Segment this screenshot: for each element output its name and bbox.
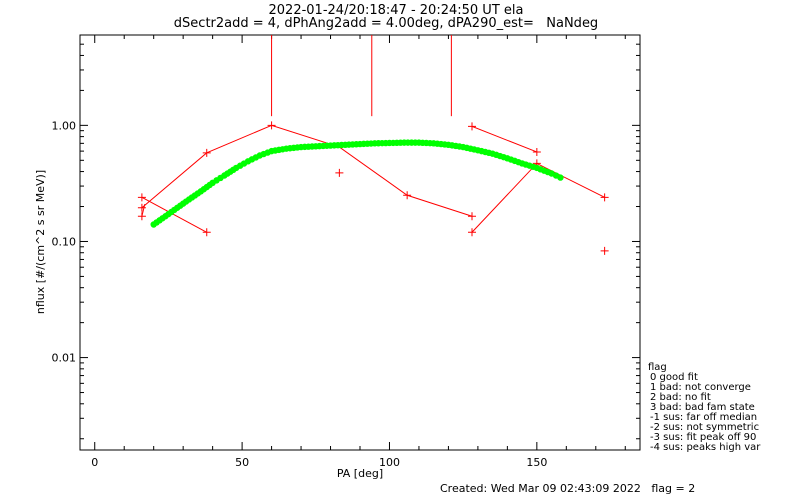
measured-point <box>600 246 609 255</box>
measured-point <box>137 203 146 212</box>
flag-legend-item: -2 sus: not symmetric <box>650 422 759 433</box>
flag-legend-item: -1 sus: far off median <box>650 412 757 423</box>
measured-line <box>471 125 538 153</box>
flag-legend-item: 2 bad: no fit <box>650 392 711 403</box>
fit-series <box>150 139 564 228</box>
measured-line <box>471 162 605 233</box>
created-timestamp: Created: Wed Mar 09 02:43:09 2022 <box>440 482 641 495</box>
measured-point <box>468 212 476 221</box>
y-tick-label: 0.10 <box>52 235 77 248</box>
measured-point <box>202 148 211 157</box>
measured-series <box>137 35 609 255</box>
y-tick-label: 1.00 <box>52 119 77 132</box>
fit-point <box>557 174 564 181</box>
x-axis-title: PA [deg] <box>337 467 383 480</box>
measured-point <box>403 191 412 200</box>
measured-point <box>267 121 276 130</box>
flag-legend-item: 0 good fit <box>650 372 698 383</box>
axis-ticks: 0 50 100 150 0.01 0.10 1.00 <box>52 34 640 469</box>
flag-status: flag = 2 <box>651 482 696 495</box>
flag-legend-title: flag <box>648 362 667 373</box>
flag-legend-item: -3 sus: fit peak off 90 <box>650 432 756 443</box>
chart-subtitle: dSectr2add = 4, dPhAng2add = 4.00deg, dP… <box>173 16 599 31</box>
flag-legend: flag 0 good fit 1 bad: not converge 2 ba… <box>648 362 761 453</box>
measured-point <box>335 168 344 177</box>
measured-point <box>137 193 146 202</box>
y-tick-label: 0.01 <box>52 352 77 365</box>
footer: Created: Wed Mar 09 02:43:09 2022 flag =… <box>440 482 695 495</box>
measured-point <box>600 193 609 202</box>
measured-point <box>137 212 146 221</box>
plot-frame <box>79 34 641 451</box>
measured-point <box>202 228 211 237</box>
flag-legend-item: -4 sus: peaks high var <box>650 442 761 453</box>
flag-legend-item: 3 bad: bad fam state <box>650 402 755 413</box>
chart-title: 2022-01-24/20:18:47 - 20:24:50 UT ela <box>268 3 524 18</box>
x-tick-label: 50 <box>235 456 249 469</box>
measured-point <box>468 122 476 131</box>
x-tick-label: 100 <box>379 456 400 469</box>
flag-legend-item: 1 bad: not converge <box>650 382 751 393</box>
measured-point <box>532 147 541 156</box>
measured-line <box>141 196 207 233</box>
measured-line <box>141 124 473 217</box>
y-axis-title: nflux [#/(cm^2 s sr MeV)] <box>34 170 47 314</box>
x-tick-label: 150 <box>526 456 547 469</box>
measured-point <box>468 228 476 237</box>
x-tick-label: 0 <box>91 456 98 469</box>
